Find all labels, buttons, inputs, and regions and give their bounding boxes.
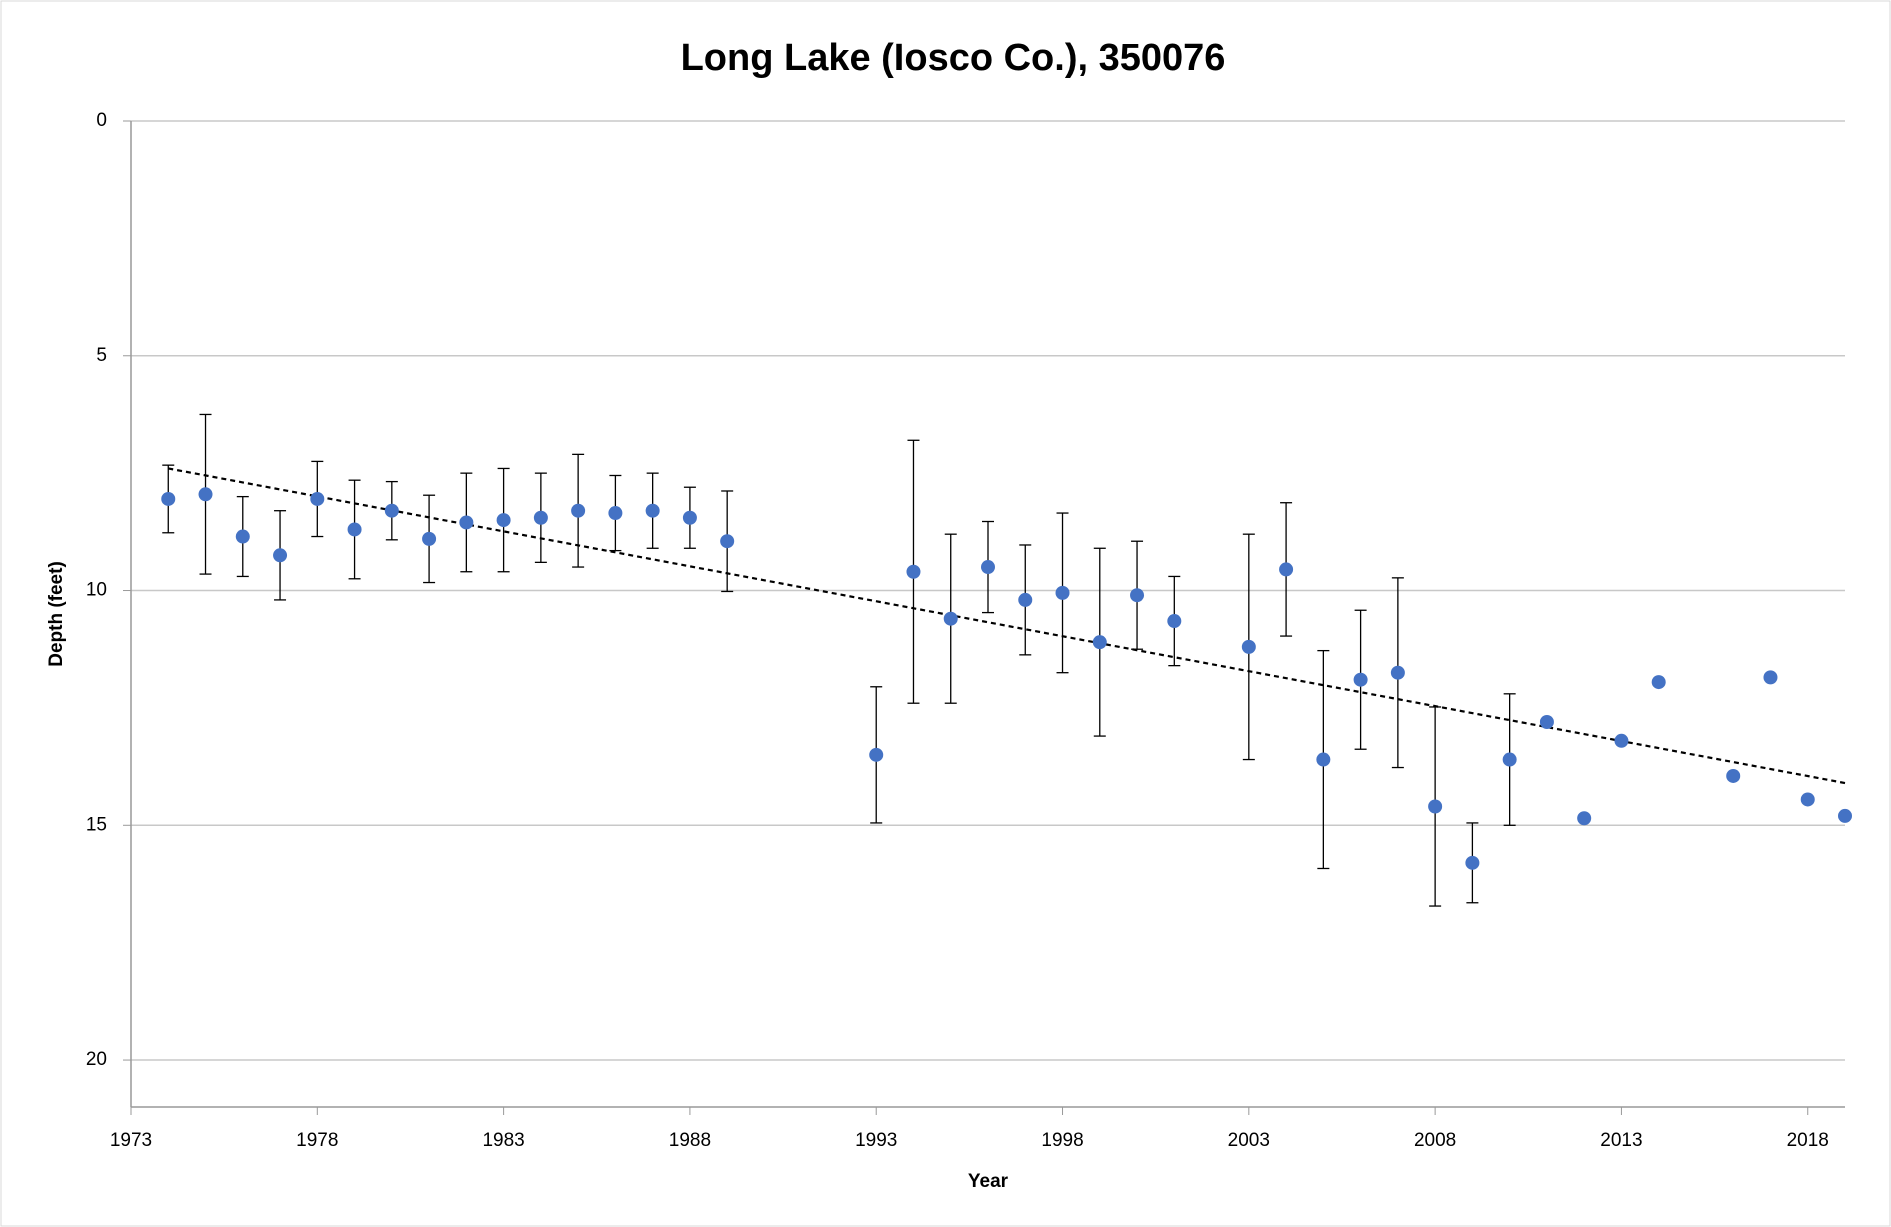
data-point bbox=[682, 510, 697, 525]
data-point bbox=[608, 506, 623, 521]
data-point bbox=[273, 548, 288, 563]
data-point bbox=[1726, 768, 1741, 783]
data-point bbox=[869, 747, 884, 762]
x-tick-label: 2013 bbox=[1600, 1130, 1642, 1151]
data-point bbox=[1167, 614, 1182, 629]
data-point bbox=[1465, 855, 1480, 870]
data-point bbox=[198, 487, 213, 502]
data-point bbox=[1390, 665, 1405, 680]
data-point bbox=[310, 491, 325, 506]
x-axis-label: Year bbox=[968, 1171, 1009, 1192]
data-point bbox=[347, 522, 362, 537]
data-point bbox=[720, 534, 735, 549]
x-tick-label: 2003 bbox=[1228, 1130, 1270, 1151]
data-point bbox=[943, 611, 958, 626]
data-point bbox=[1838, 808, 1852, 823]
data-point bbox=[459, 515, 474, 530]
data-point bbox=[645, 503, 660, 518]
y-axis-label: Depth (feet) bbox=[46, 561, 67, 667]
y-tick-label: 0 bbox=[96, 110, 107, 131]
data-point bbox=[1614, 733, 1629, 748]
data-point bbox=[1539, 714, 1554, 729]
y-tick-label: 20 bbox=[86, 1049, 107, 1070]
x-tick-label: 2008 bbox=[1414, 1130, 1456, 1151]
data-point bbox=[1502, 752, 1517, 767]
x-tick-label: 1998 bbox=[1041, 1130, 1083, 1151]
data-point bbox=[1130, 588, 1145, 603]
data-point bbox=[1763, 670, 1778, 685]
data-point bbox=[1577, 811, 1592, 826]
chart-title: Long Lake (Iosco Co.), 350076 bbox=[681, 37, 1226, 79]
x-tick-label: 1978 bbox=[296, 1130, 338, 1151]
data-point bbox=[906, 564, 921, 579]
data-point bbox=[1428, 799, 1443, 814]
data-point bbox=[1092, 635, 1107, 650]
data-point bbox=[422, 531, 437, 546]
data-point bbox=[1241, 639, 1256, 654]
data-point bbox=[161, 491, 176, 506]
x-tick-label: 2018 bbox=[1787, 1130, 1829, 1151]
data-point bbox=[496, 513, 511, 528]
data-point bbox=[571, 503, 586, 518]
data-point bbox=[1651, 675, 1666, 690]
data-point bbox=[235, 529, 250, 544]
data-point bbox=[981, 560, 995, 575]
data-point bbox=[1353, 672, 1368, 687]
y-tick-label: 10 bbox=[86, 580, 107, 601]
y-tick-label: 15 bbox=[86, 814, 107, 835]
x-tick-label: 1983 bbox=[482, 1130, 524, 1151]
data-point bbox=[1316, 752, 1331, 767]
data-point bbox=[384, 503, 399, 518]
x-tick-label: 1988 bbox=[669, 1130, 711, 1151]
data-point bbox=[1055, 585, 1070, 600]
data-point bbox=[1279, 562, 1294, 577]
x-tick-label: 1973 bbox=[110, 1130, 152, 1151]
y-tick-label: 5 bbox=[96, 345, 107, 366]
x-tick-label: 1993 bbox=[855, 1130, 897, 1151]
data-point bbox=[1800, 792, 1815, 807]
data-point bbox=[533, 510, 548, 525]
data-point bbox=[1018, 592, 1033, 607]
